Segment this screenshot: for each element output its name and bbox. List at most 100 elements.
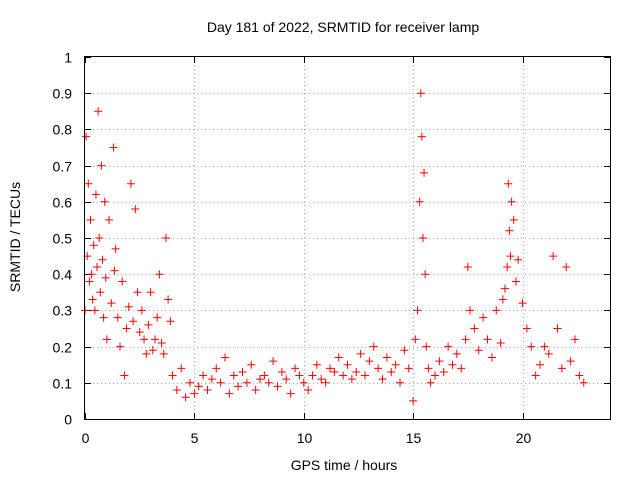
data-point (264, 378, 273, 387)
y-tick-label: 0.1 (53, 376, 73, 392)
data-point (396, 378, 404, 387)
data-point (247, 360, 256, 369)
data-point (131, 205, 140, 214)
data-point (109, 143, 118, 152)
axis-ticks: 00.10.20.30.40.50.60.70.80.910 5 10 15 20 (53, 50, 610, 446)
data-point (86, 215, 95, 224)
data-point (435, 357, 444, 366)
x-tick-label: 20 (516, 430, 532, 446)
data-point (421, 270, 430, 279)
data-point (518, 299, 527, 308)
data-point (420, 168, 429, 177)
data-point (571, 335, 579, 344)
data-point (269, 357, 278, 366)
y-tick-label: 0.9 (53, 86, 73, 102)
data-point (286, 389, 295, 398)
data-point (439, 367, 448, 376)
y-tick-label: 0.6 (53, 195, 73, 211)
data-point (111, 244, 120, 253)
data-point (352, 367, 361, 376)
data-point (531, 371, 540, 380)
chart-title: Day 181 of 2022, SRMTID for receiver lam… (207, 19, 480, 35)
data-point (91, 190, 100, 199)
data-point (95, 234, 104, 242)
data-point (166, 317, 175, 326)
data-point (137, 306, 146, 315)
data-point (474, 346, 483, 355)
data-point (416, 89, 425, 98)
data-point (505, 226, 514, 235)
data-point (101, 273, 110, 282)
data-point (415, 197, 424, 206)
data-point (448, 360, 457, 369)
data-point (507, 197, 516, 206)
data-point (339, 371, 348, 380)
data-point (190, 389, 199, 398)
data-point (444, 342, 453, 351)
data-point (522, 324, 531, 333)
data-point (463, 262, 472, 271)
data-point (84, 179, 93, 188)
data-point (251, 386, 260, 395)
data-point (107, 299, 116, 308)
data-point (118, 277, 127, 286)
data-point (153, 313, 162, 322)
grid (85, 57, 610, 419)
data-series (81, 89, 588, 405)
data-point (387, 367, 396, 376)
data-point (557, 364, 566, 373)
data-point (113, 313, 122, 322)
data-point (514, 255, 523, 264)
data-point (347, 375, 356, 384)
data-point (382, 353, 391, 362)
data-point (88, 295, 97, 304)
data-point (553, 324, 562, 333)
y-tick-label: 0.5 (53, 231, 73, 247)
data-point (177, 364, 186, 373)
y-axis-label: SRMTID / TECUs (7, 182, 23, 292)
data-point (544, 349, 553, 358)
data-point (504, 179, 513, 188)
data-point (96, 288, 105, 297)
data-point (492, 306, 501, 315)
data-point (229, 371, 238, 380)
data-point (273, 382, 282, 391)
data-point (90, 306, 99, 315)
data-point (291, 364, 299, 373)
data-point (122, 324, 131, 333)
data-point (426, 378, 435, 387)
data-point (199, 371, 208, 380)
data-point (321, 378, 330, 387)
data-point (501, 284, 509, 293)
data-point (498, 295, 507, 304)
data-point (295, 371, 304, 380)
data-point (216, 378, 225, 387)
data-point (527, 342, 536, 351)
data-point (168, 371, 177, 380)
data-point (161, 234, 170, 242)
data-point (391, 360, 400, 369)
data-point (94, 107, 103, 116)
y-tick-label: 0.3 (53, 303, 73, 319)
data-point (422, 342, 431, 351)
y-tick-label: 0 (64, 412, 72, 428)
data-point (536, 360, 544, 369)
data-point (330, 367, 339, 376)
y-tick-label: 0.7 (53, 159, 73, 175)
data-point (509, 215, 518, 224)
data-point (105, 215, 114, 224)
plot-frame (84, 56, 611, 420)
data-point (234, 382, 243, 391)
data-point (126, 179, 135, 188)
data-point (326, 364, 334, 373)
data-point (97, 161, 106, 170)
data-point (116, 342, 124, 351)
data-point (431, 371, 439, 380)
data-point (148, 346, 157, 355)
data-point (207, 375, 216, 384)
data-point (256, 375, 264, 384)
y-tick-label: 0.2 (53, 340, 73, 356)
data-point (93, 262, 102, 271)
data-point (566, 357, 575, 366)
